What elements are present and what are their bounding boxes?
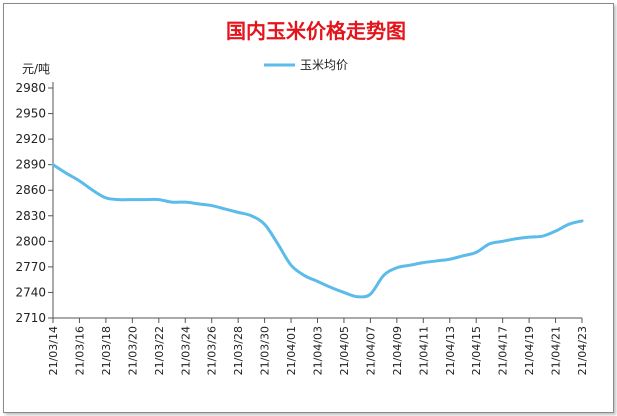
x-axis: 21/03/14 21/03/16 21/03/18 21/03/20 21/03/22… xyxy=(47,317,589,375)
y-tick-label: 2950 xyxy=(15,107,46,121)
x-tick-label: 21/03/22 xyxy=(153,326,166,375)
x-tick-label: 21/04/07 xyxy=(364,326,377,375)
legend-label-corn-avg-price: 玉米均价 xyxy=(300,58,348,72)
y-tick-label: 2980 xyxy=(15,81,46,95)
x-tick-label: 21/03/28 xyxy=(232,326,245,375)
y-tick-label: 2740 xyxy=(15,285,46,299)
series-line-0 xyxy=(51,163,584,299)
x-tick-label: 21/03/24 xyxy=(179,326,192,375)
x-tick-label: 21/04/11 xyxy=(417,326,430,375)
y-tick-label: 2890 xyxy=(15,158,46,172)
x-tick-label: 21/04/09 xyxy=(391,326,404,375)
x-tick-label: 21/04/01 xyxy=(285,326,298,375)
y-axis-unit-label: 元/吨 xyxy=(22,62,50,76)
x-tick-label: 21/03/14 xyxy=(47,326,60,375)
x-tick-label: 21/03/26 xyxy=(206,326,219,375)
y-tick-label: 2830 xyxy=(15,209,46,223)
y-axis: 2710 2740 2770 2800 2830 2860 2890 2920 2950 2980 xyxy=(15,81,54,325)
x-tick-label: 21/03/30 xyxy=(259,326,272,375)
x-tick-label: 21/04/23 xyxy=(576,326,589,375)
y-tick-label: 2920 xyxy=(15,132,46,146)
x-tick-label: 21/04/19 xyxy=(523,326,536,375)
x-tick-label: 21/03/20 xyxy=(126,326,139,375)
y-tick-label: 2770 xyxy=(15,260,46,274)
x-tick-label: 21/04/21 xyxy=(550,326,563,375)
x-tick-label: 21/04/03 xyxy=(312,326,325,375)
legend: 玉米均价 xyxy=(264,58,348,72)
x-tick-label: 21/04/05 xyxy=(338,326,351,375)
y-tick-label: 2860 xyxy=(15,183,46,197)
x-tick-label: 21/03/16 xyxy=(73,326,86,375)
x-tick-label: 21/03/18 xyxy=(100,326,113,375)
y-tick-label: 2710 xyxy=(15,311,46,325)
x-tick-label: 21/04/13 xyxy=(444,326,457,375)
x-tick-label: 21/04/15 xyxy=(470,326,483,375)
chart-frame: 国内玉米价格走势图 元/吨 玉米均价 2710 2740 2770 2800 2830 2… xyxy=(3,3,614,413)
y-tick-label: 2800 xyxy=(15,234,46,248)
x-tick-label: 21/04/17 xyxy=(497,326,510,375)
plot-area xyxy=(51,163,584,299)
chart-title: 国内玉米价格走势图 xyxy=(226,19,406,43)
line-chart: 国内玉米价格走势图 元/吨 玉米均价 271027402770280028302… xyxy=(15,19,589,375)
